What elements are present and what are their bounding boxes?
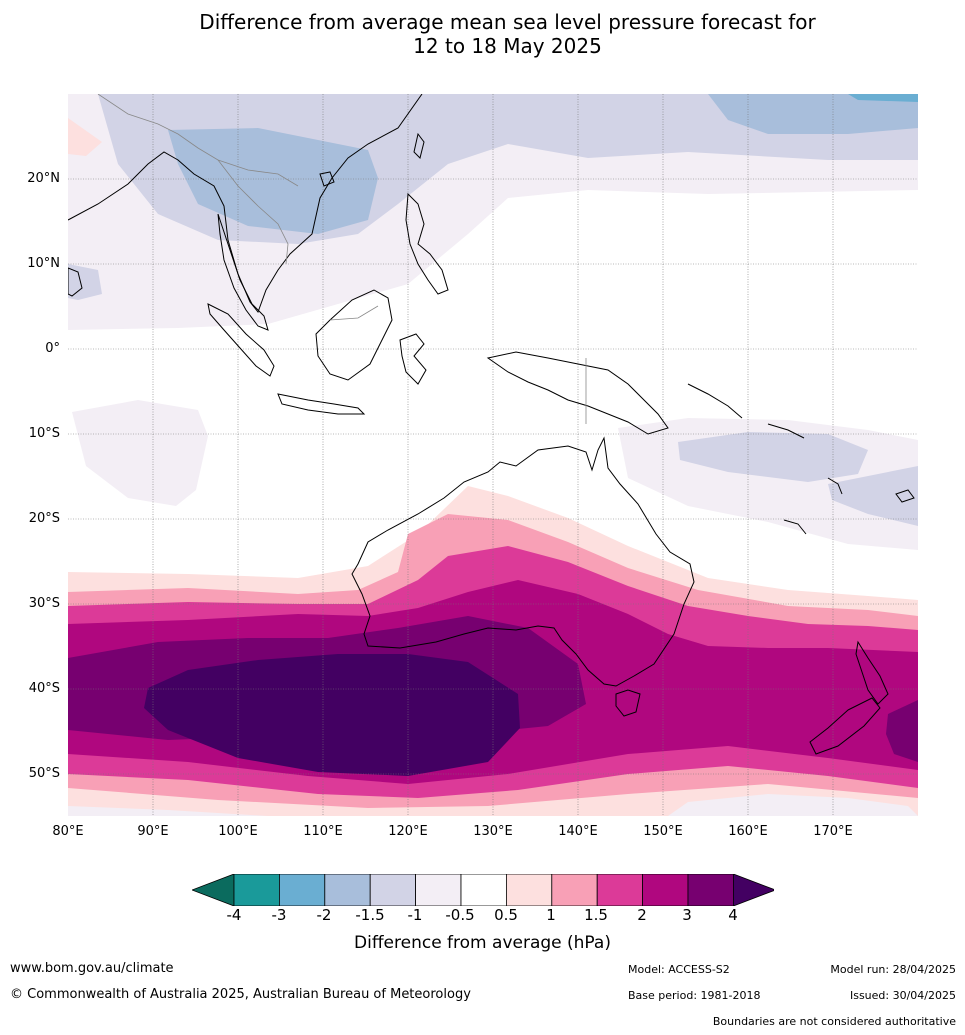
lon-label-150e: 150°E <box>643 824 683 839</box>
lon-label-100e: 100°E <box>218 824 258 839</box>
base-period-text: Base period: 1981-2018 <box>628 989 761 1002</box>
colorbar-tick-4: 4 <box>728 906 738 924</box>
lon-label-160e: 160°E <box>728 824 768 839</box>
lat-label-20n: 20°N <box>27 171 60 186</box>
colorbar-tick-minus05: -0.5 <box>445 906 475 924</box>
lon-label-120e: 120°E <box>388 824 428 839</box>
colorbar-cell <box>369 874 416 906</box>
disclaimer-text: Boundaries are not considered authoritat… <box>712 1015 956 1028</box>
colorbar-cell <box>279 874 326 906</box>
colorbar-tick-3: 3 <box>682 906 692 924</box>
new-guinea-coastline <box>486 351 669 435</box>
colorbar-cell <box>687 874 734 906</box>
colorbar-title: Difference from average (hPa) <box>354 933 611 953</box>
colorbar-cell <box>324 874 371 906</box>
colorbar-tick-1: 1 <box>546 906 556 924</box>
title-line-1: Difference from average mean sea level p… <box>199 10 816 34</box>
south-east-anomaly-minus05 <box>668 794 918 816</box>
map-canvas <box>68 94 918 816</box>
colorbar-cell <box>415 874 462 906</box>
west-anomaly-minus1 <box>68 264 102 300</box>
lat-label-40s: 40°S <box>28 681 60 696</box>
colorbar-tick-minus4: -4 <box>226 906 242 924</box>
northeast-anomaly-minus15 <box>708 94 918 134</box>
lat-label-10n: 10°N <box>27 256 60 271</box>
copyright-text: © Commonwealth of Australia 2025, Austra… <box>10 987 471 1002</box>
colorbar-cell <box>505 874 553 906</box>
south-edge-anomaly-minus05 <box>68 806 268 816</box>
borneo-coastline <box>315 289 393 381</box>
sumatra-coastline <box>207 303 275 377</box>
colorbar-tick-15: 1.5 <box>584 906 608 924</box>
pacific-east-anomaly-minus1 <box>828 466 918 526</box>
model-run-text: Model run: 28/04/2025 <box>830 963 956 976</box>
lon-label-130e: 130°E <box>473 824 513 839</box>
northwest-positive-patch <box>68 118 102 156</box>
website-link[interactable]: www.bom.gov.au/climate <box>10 961 174 976</box>
map-title: Difference from average mean sea level p… <box>0 10 965 58</box>
colorbar-cells <box>192 874 774 906</box>
issued-text: Issued: 30/04/2025 <box>849 989 956 1002</box>
colorbar-cell <box>596 874 644 906</box>
malay-peninsula-coastline <box>217 213 269 331</box>
sulawesi-coastline <box>399 333 427 385</box>
colorbar-extend-high <box>733 874 774 906</box>
colorbar-tick-minus2: -2 <box>316 906 332 924</box>
colorbar-tick-05: 0.5 <box>494 906 518 924</box>
pressure-anomaly-map <box>68 94 918 816</box>
pacific-islands <box>687 383 915 535</box>
title-line-2: 12 to 18 May 2025 <box>413 34 602 58</box>
tasmania-coastline <box>615 689 641 717</box>
graticule <box>68 94 918 816</box>
sri-lanka-coastline <box>68 267 83 297</box>
coastlines <box>68 94 889 755</box>
lat-label-30s: 30°S <box>28 596 60 611</box>
colorbar-tick-2: 2 <box>637 906 647 924</box>
mainland-asia-coastline <box>68 94 423 314</box>
pacific-anomaly-minus1 <box>678 432 868 482</box>
colorbar-tick-minus15: -1.5 <box>355 906 385 924</box>
taiwan-coastline <box>413 132 425 159</box>
new-zealand-south-coastline <box>809 697 881 755</box>
philippines-coastline <box>405 192 449 295</box>
indian-ocean-anomaly-minus05 <box>72 400 208 506</box>
colorbar-legend <box>192 874 774 906</box>
australia-coastline <box>351 436 695 687</box>
lat-label-0: 0° <box>45 341 60 356</box>
colorbar-tick-minus1: -1 <box>407 906 423 924</box>
model-text: Model: ACCESS-S2 <box>628 963 730 976</box>
colorbar-tick-minus3: -3 <box>271 906 287 924</box>
lat-label-10s: 10°S <box>28 426 60 441</box>
lon-label-80e: 80°E <box>52 824 84 839</box>
colorbar-cell <box>233 874 280 906</box>
northeast-anomaly-minus2 <box>848 94 918 102</box>
new-zealand-north-coastline <box>855 640 889 705</box>
north-anomaly-minus15 <box>168 128 378 234</box>
lon-label-140e: 140°E <box>558 824 598 839</box>
java-coastline <box>277 393 366 415</box>
country-boundaries <box>97 94 587 424</box>
hainan-coastline <box>319 171 335 187</box>
colorbar-cell <box>642 874 689 906</box>
lat-label-20s: 20°S <box>28 511 60 526</box>
nz-anomaly-3 <box>886 700 918 762</box>
lon-label-110e: 110°E <box>303 824 343 839</box>
colorbar-cell <box>460 874 507 906</box>
colorbar-cell <box>551 874 598 906</box>
lon-label-170e: 170°E <box>813 824 853 839</box>
lon-label-90e: 90°E <box>137 824 169 839</box>
lat-label-50s: 50°S <box>28 766 60 781</box>
colorbar-extend-low <box>192 874 235 906</box>
